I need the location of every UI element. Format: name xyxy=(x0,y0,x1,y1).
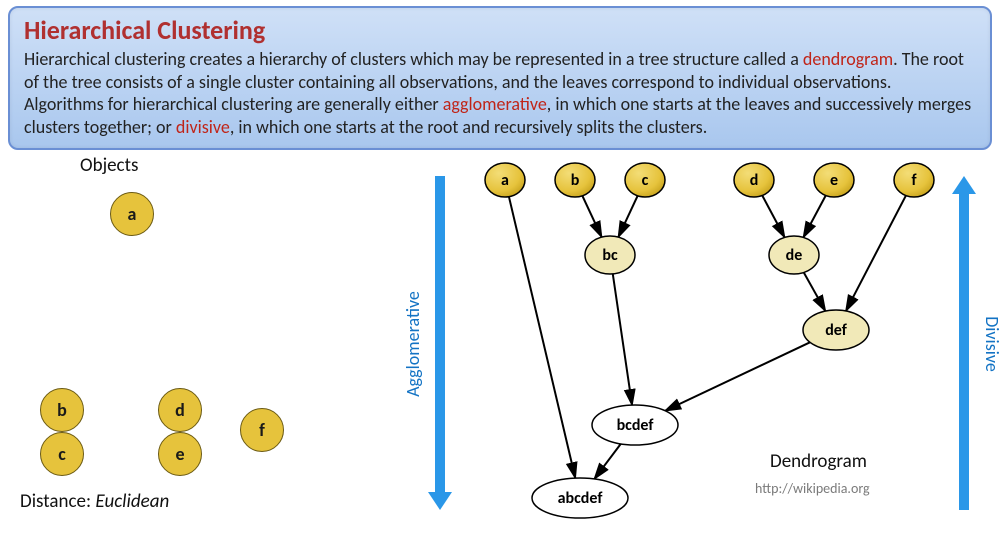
edge-e-de xyxy=(803,195,825,237)
edge-de-def xyxy=(804,272,826,311)
node-d: d xyxy=(734,163,774,197)
svg-text:c: c xyxy=(642,171,649,190)
svg-text:bc: bc xyxy=(602,246,618,265)
svg-text:bcdef: bcdef xyxy=(617,416,655,435)
edge-a-abcdef xyxy=(509,197,575,478)
node-c: c xyxy=(625,163,665,197)
diagram-area: Objects abcdef Distance: Euclidean Agglo… xyxy=(0,150,1000,524)
info-p1-hl: dendrogram xyxy=(803,48,893,70)
node-e: e xyxy=(814,163,854,197)
edge-b-bc xyxy=(582,196,601,237)
svg-text:e: e xyxy=(830,171,838,190)
info-box: Hierarchical Clustering Hierarchical clu… xyxy=(8,6,992,150)
edge-c-bc xyxy=(618,196,637,237)
node-abcdef: abcdef xyxy=(532,478,628,518)
node-bcdef: bcdef xyxy=(592,405,678,445)
svg-text:b: b xyxy=(571,171,580,190)
edge-def-bcdef xyxy=(665,342,810,410)
info-p1-a: Hierarchical clustering creates a hierar… xyxy=(24,48,803,70)
node-b: b xyxy=(555,163,595,197)
node-def: def xyxy=(803,310,869,350)
info-title: Hierarchical Clustering xyxy=(24,14,976,46)
info-p2-hl2: divisive xyxy=(176,116,230,138)
info-p2-a: Algorithms for hierarchical clustering a… xyxy=(24,93,443,115)
node-a: a xyxy=(485,163,525,197)
node-f: f xyxy=(894,163,934,197)
svg-text:def: def xyxy=(825,321,848,340)
edge-bc-bcdef xyxy=(613,274,632,405)
info-p2-hl1: agglomerative xyxy=(443,93,547,115)
svg-text:d: d xyxy=(750,171,759,190)
info-body: Hierarchical clustering creates a hierar… xyxy=(24,48,976,138)
svg-text:de: de xyxy=(786,246,803,265)
edge-bcdef-abcdef xyxy=(594,444,620,479)
edge-f-def xyxy=(846,196,906,311)
svg-text:a: a xyxy=(501,171,509,190)
node-bc: bc xyxy=(585,236,635,274)
info-p2-c: , in which one starts at the root and re… xyxy=(230,116,707,138)
svg-text:abcdef: abcdef xyxy=(558,489,604,508)
source-text: http://wikipedia.org xyxy=(755,480,870,497)
dendrogram-label: Dendrogram xyxy=(770,450,867,473)
node-de: de xyxy=(769,236,819,274)
edge-d-de xyxy=(762,195,784,237)
